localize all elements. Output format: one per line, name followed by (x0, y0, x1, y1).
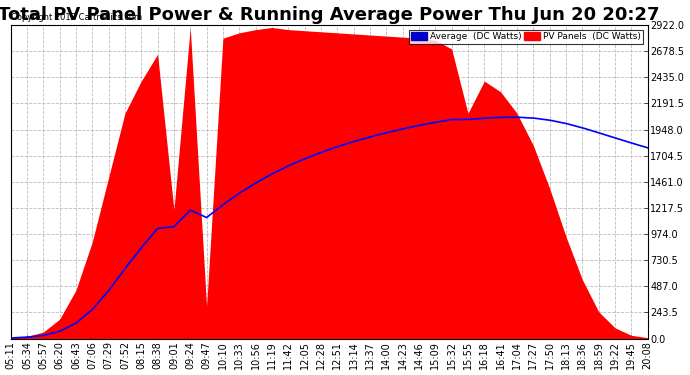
Title: Total PV Panel Power & Running Average Power Thu Jun 20 20:27: Total PV Panel Power & Running Average P… (0, 6, 660, 24)
Legend: Average  (DC Watts), PV Panels  (DC Watts): Average (DC Watts), PV Panels (DC Watts) (408, 30, 643, 44)
Text: Copyright 2013 Cartronics.com: Copyright 2013 Cartronics.com (10, 13, 141, 22)
